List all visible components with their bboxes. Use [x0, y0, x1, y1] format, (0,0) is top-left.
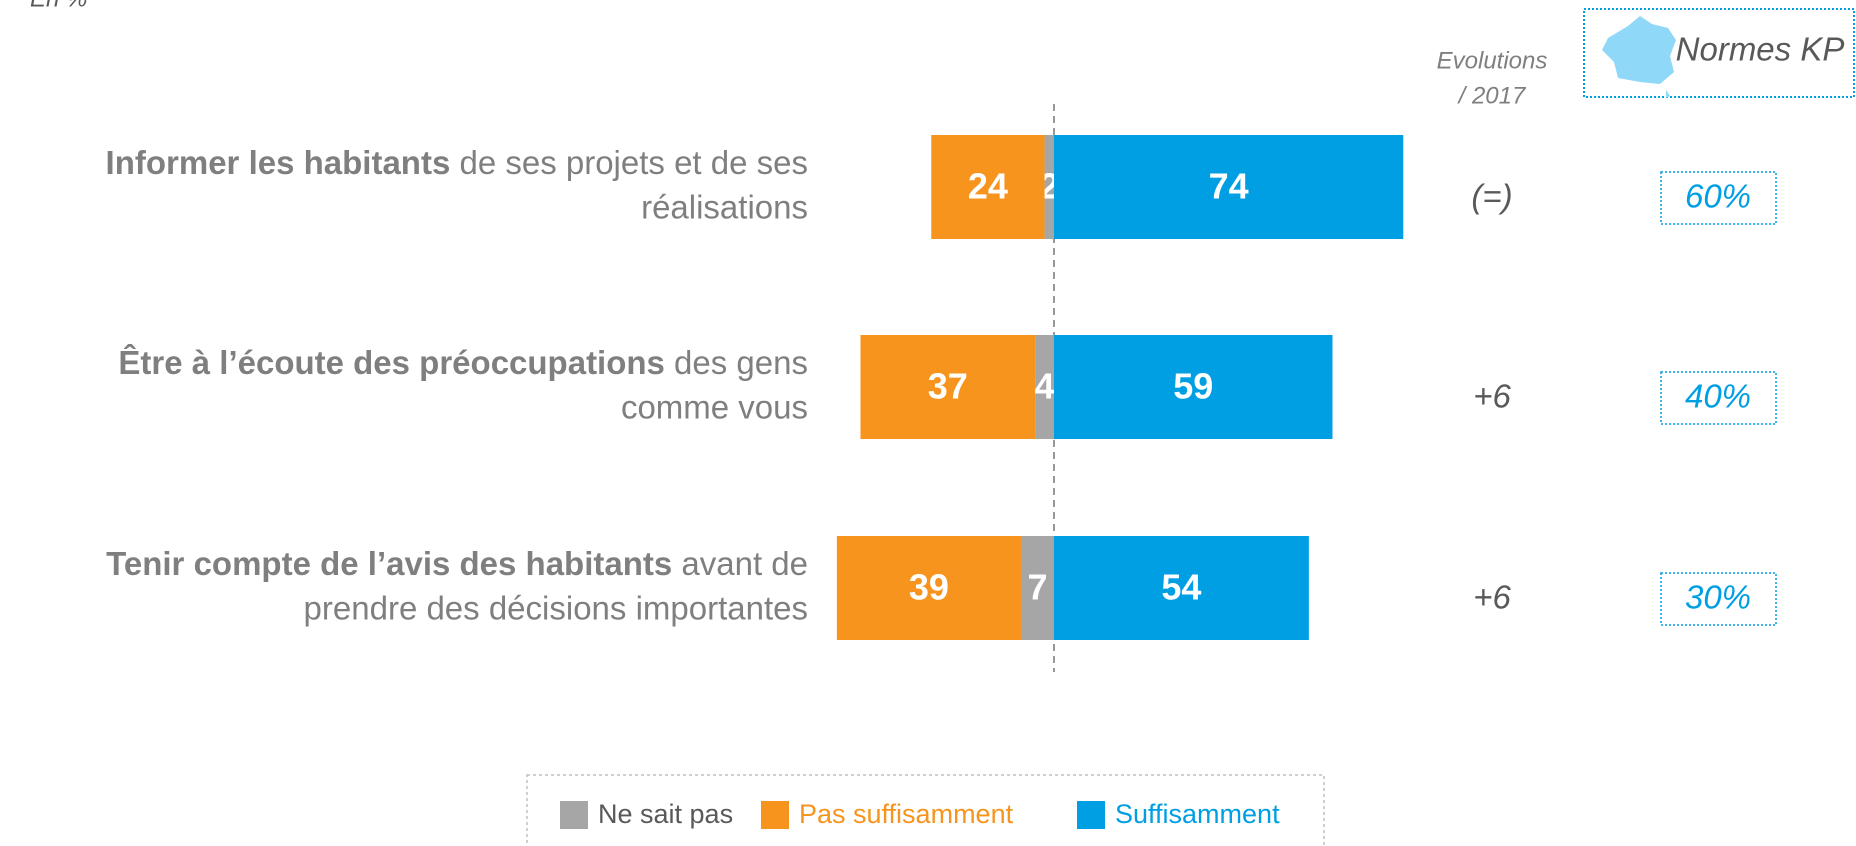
bar-segment [1035, 335, 1054, 439]
norm-value: 30% [1685, 579, 1751, 616]
evolution-header: Evolutions [1437, 47, 1548, 74]
bar-segment [860, 335, 1036, 439]
legend-box [526, 774, 1325, 846]
value-label: 4 [1035, 366, 1055, 407]
evolution-header: / 2017 [1457, 82, 1527, 109]
norm-value: 40% [1685, 378, 1751, 415]
value-label: 37 [928, 366, 968, 407]
category-bold: Tenir compte de l’avis des habitants [106, 545, 672, 582]
category-label: Tenir compte de l’avis des habitants ava… [106, 545, 808, 582]
bar-segment [836, 536, 1021, 640]
category-bold: Être à l’écoute des préoccupations [118, 344, 665, 381]
norms-header-box [1583, 8, 1855, 98]
value-label: 54 [1161, 567, 1201, 608]
legend-swatch [761, 801, 789, 829]
legend-swatch [1077, 801, 1105, 829]
category-bold: Informer les habitants [106, 144, 451, 181]
bar-segment [931, 135, 1045, 239]
bar-segment [1054, 135, 1404, 239]
legend-label: Pas suffisamment [799, 799, 1014, 829]
norm-value: 60% [1685, 178, 1751, 215]
france-icon [1602, 16, 1676, 98]
value-label: 74 [1209, 166, 1249, 207]
subtitle: En % [30, 0, 87, 12]
category-text: avant de [672, 545, 808, 582]
category-label: prendre des décisions importantes [304, 590, 808, 627]
legend-swatch [560, 801, 588, 829]
legend-label: Ne sait pas [598, 799, 733, 829]
value-label: 59 [1173, 366, 1213, 407]
bar-segment [1054, 335, 1333, 439]
norm-box [1660, 572, 1777, 626]
evolution-value: +6 [1473, 579, 1511, 616]
bar-segment [1044, 135, 1054, 239]
category-label: Être à l’écoute des préoccupations des g… [118, 344, 808, 381]
bar-segment [1054, 536, 1309, 640]
bar-segment [1020, 536, 1054, 640]
category-text: des gens [665, 344, 808, 381]
evolution-value: (=) [1471, 178, 1512, 215]
category-label: comme vous [621, 389, 808, 426]
category-text: de ses projets et de ses [450, 144, 808, 181]
value-label: 39 [909, 567, 949, 608]
value-label: 24 [968, 166, 1008, 207]
category-label: Informer les habitants de ses projets et… [106, 144, 808, 181]
legend-label: Suffisamment [1115, 799, 1280, 829]
category-label: réalisations [641, 189, 808, 226]
norms-title: Normes KP [1676, 31, 1845, 68]
evolution-value: +6 [1473, 378, 1511, 415]
value-label: 7 [1027, 567, 1047, 608]
norm-box [1660, 371, 1777, 425]
norm-box [1660, 171, 1777, 225]
